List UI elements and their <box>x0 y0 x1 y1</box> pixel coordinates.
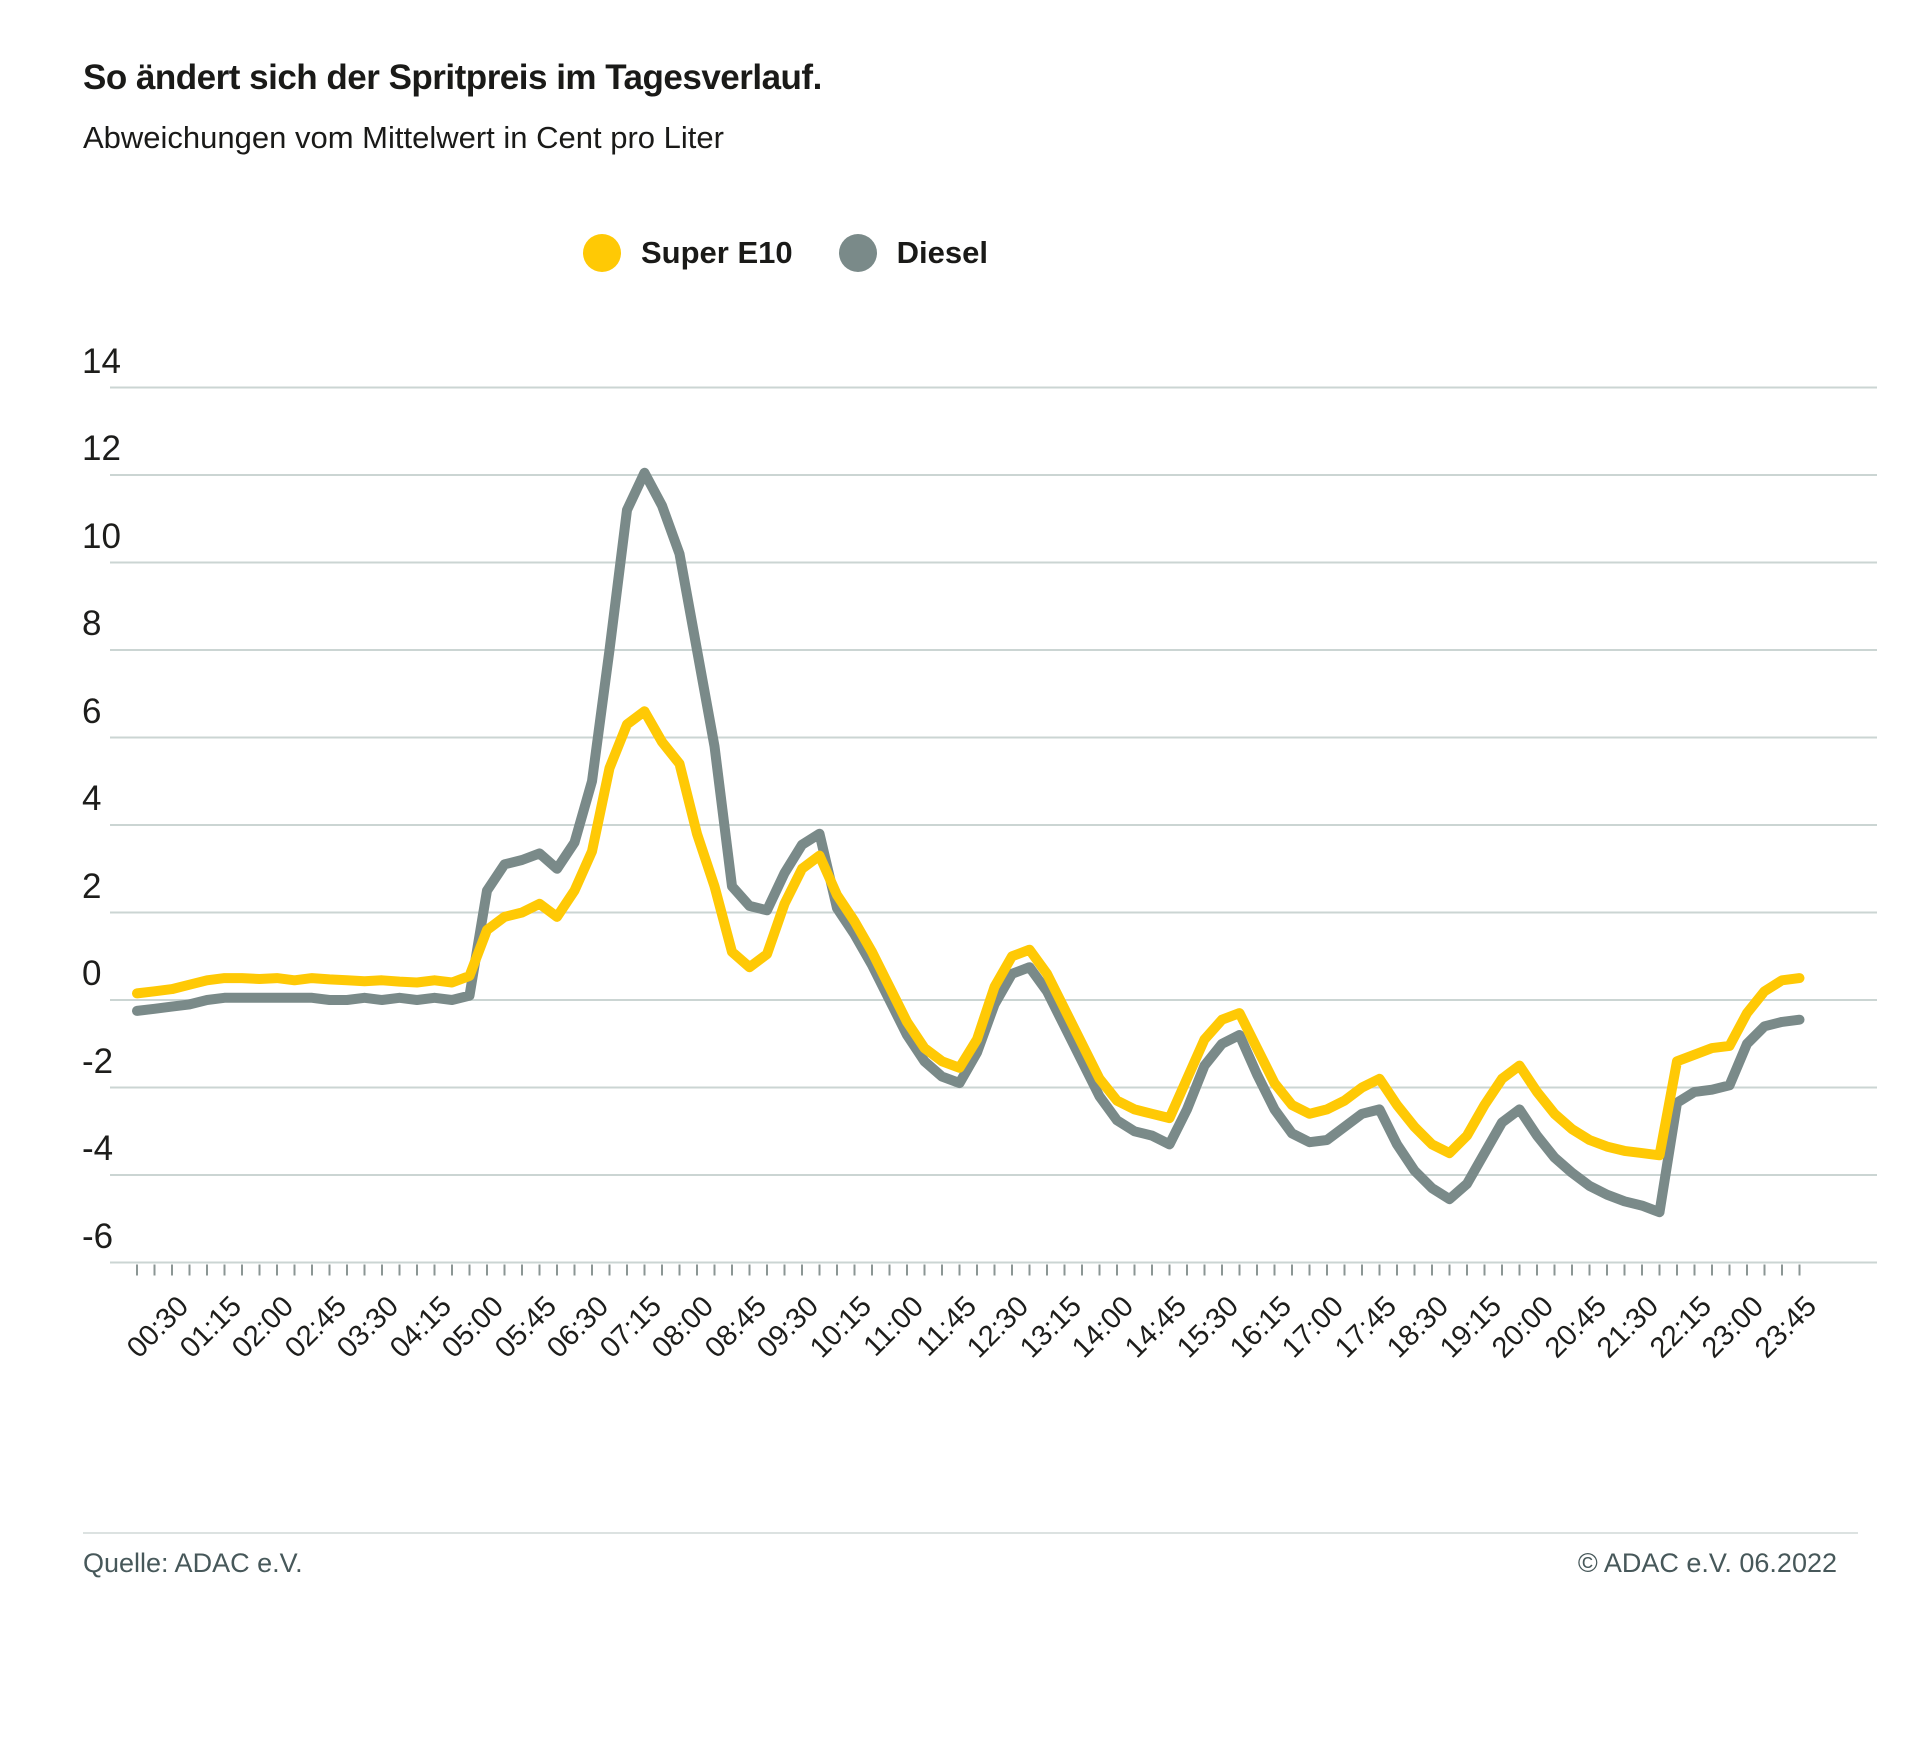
footer-divider <box>83 1532 1858 1534</box>
page-subtitle: Abweichungen vom Mittelwert in Cent pro … <box>83 120 724 155</box>
legend-item-super-e10: Super E10 <box>583 234 793 272</box>
source-note: Quelle: ADAC e.V. <box>83 1548 303 1578</box>
series-line-super-e10 <box>132 706 1805 1161</box>
page-title: So ändert sich der Spritpreis im Tagesve… <box>83 58 822 97</box>
y-axis-label: 8 <box>82 604 102 643</box>
y-axis-label: 0 <box>82 954 102 993</box>
y-axis-label: 12 <box>82 429 121 468</box>
y-axis-label: 2 <box>82 866 102 906</box>
y-axis-label: -6 <box>82 1216 114 1256</box>
legend-item-diesel: Diesel <box>838 234 988 272</box>
series-line-diesel <box>132 467 1805 1218</box>
legend-dot-diesel-icon <box>838 234 877 272</box>
y-axis-label: -2 <box>82 1041 114 1081</box>
y-axis-label: 10 <box>82 516 121 556</box>
y-axis-label: -4 <box>82 1129 114 1168</box>
y-axis-label: 6 <box>82 691 102 731</box>
y-axis-label: 4 <box>82 779 102 818</box>
copyright-note: © ADAC e.V. 06.2022 <box>1577 1548 1837 1578</box>
legend-label-diesel: Diesel <box>896 235 988 270</box>
legend-label-super-e10: Super E10 <box>641 235 793 270</box>
chart-legend: Super E10 Diesel <box>583 234 988 272</box>
y-axis-label: 14 <box>82 341 121 381</box>
legend-dot-super-e10-icon <box>583 234 621 272</box>
